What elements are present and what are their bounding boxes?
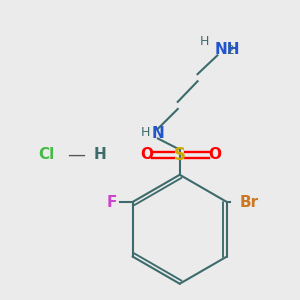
Text: NH: NH: [214, 42, 240, 57]
Text: —: —: [67, 146, 85, 164]
Text: S: S: [174, 146, 186, 164]
Text: H: H: [199, 35, 209, 48]
Text: Br: Br: [240, 194, 259, 209]
Text: H: H: [94, 148, 107, 163]
Text: 2: 2: [226, 44, 234, 57]
Text: O: O: [140, 148, 153, 163]
Text: H: H: [141, 126, 150, 139]
Text: Cl: Cl: [38, 148, 54, 163]
Text: N: N: [152, 126, 164, 141]
Text: O: O: [208, 148, 221, 163]
Text: F: F: [106, 194, 117, 209]
